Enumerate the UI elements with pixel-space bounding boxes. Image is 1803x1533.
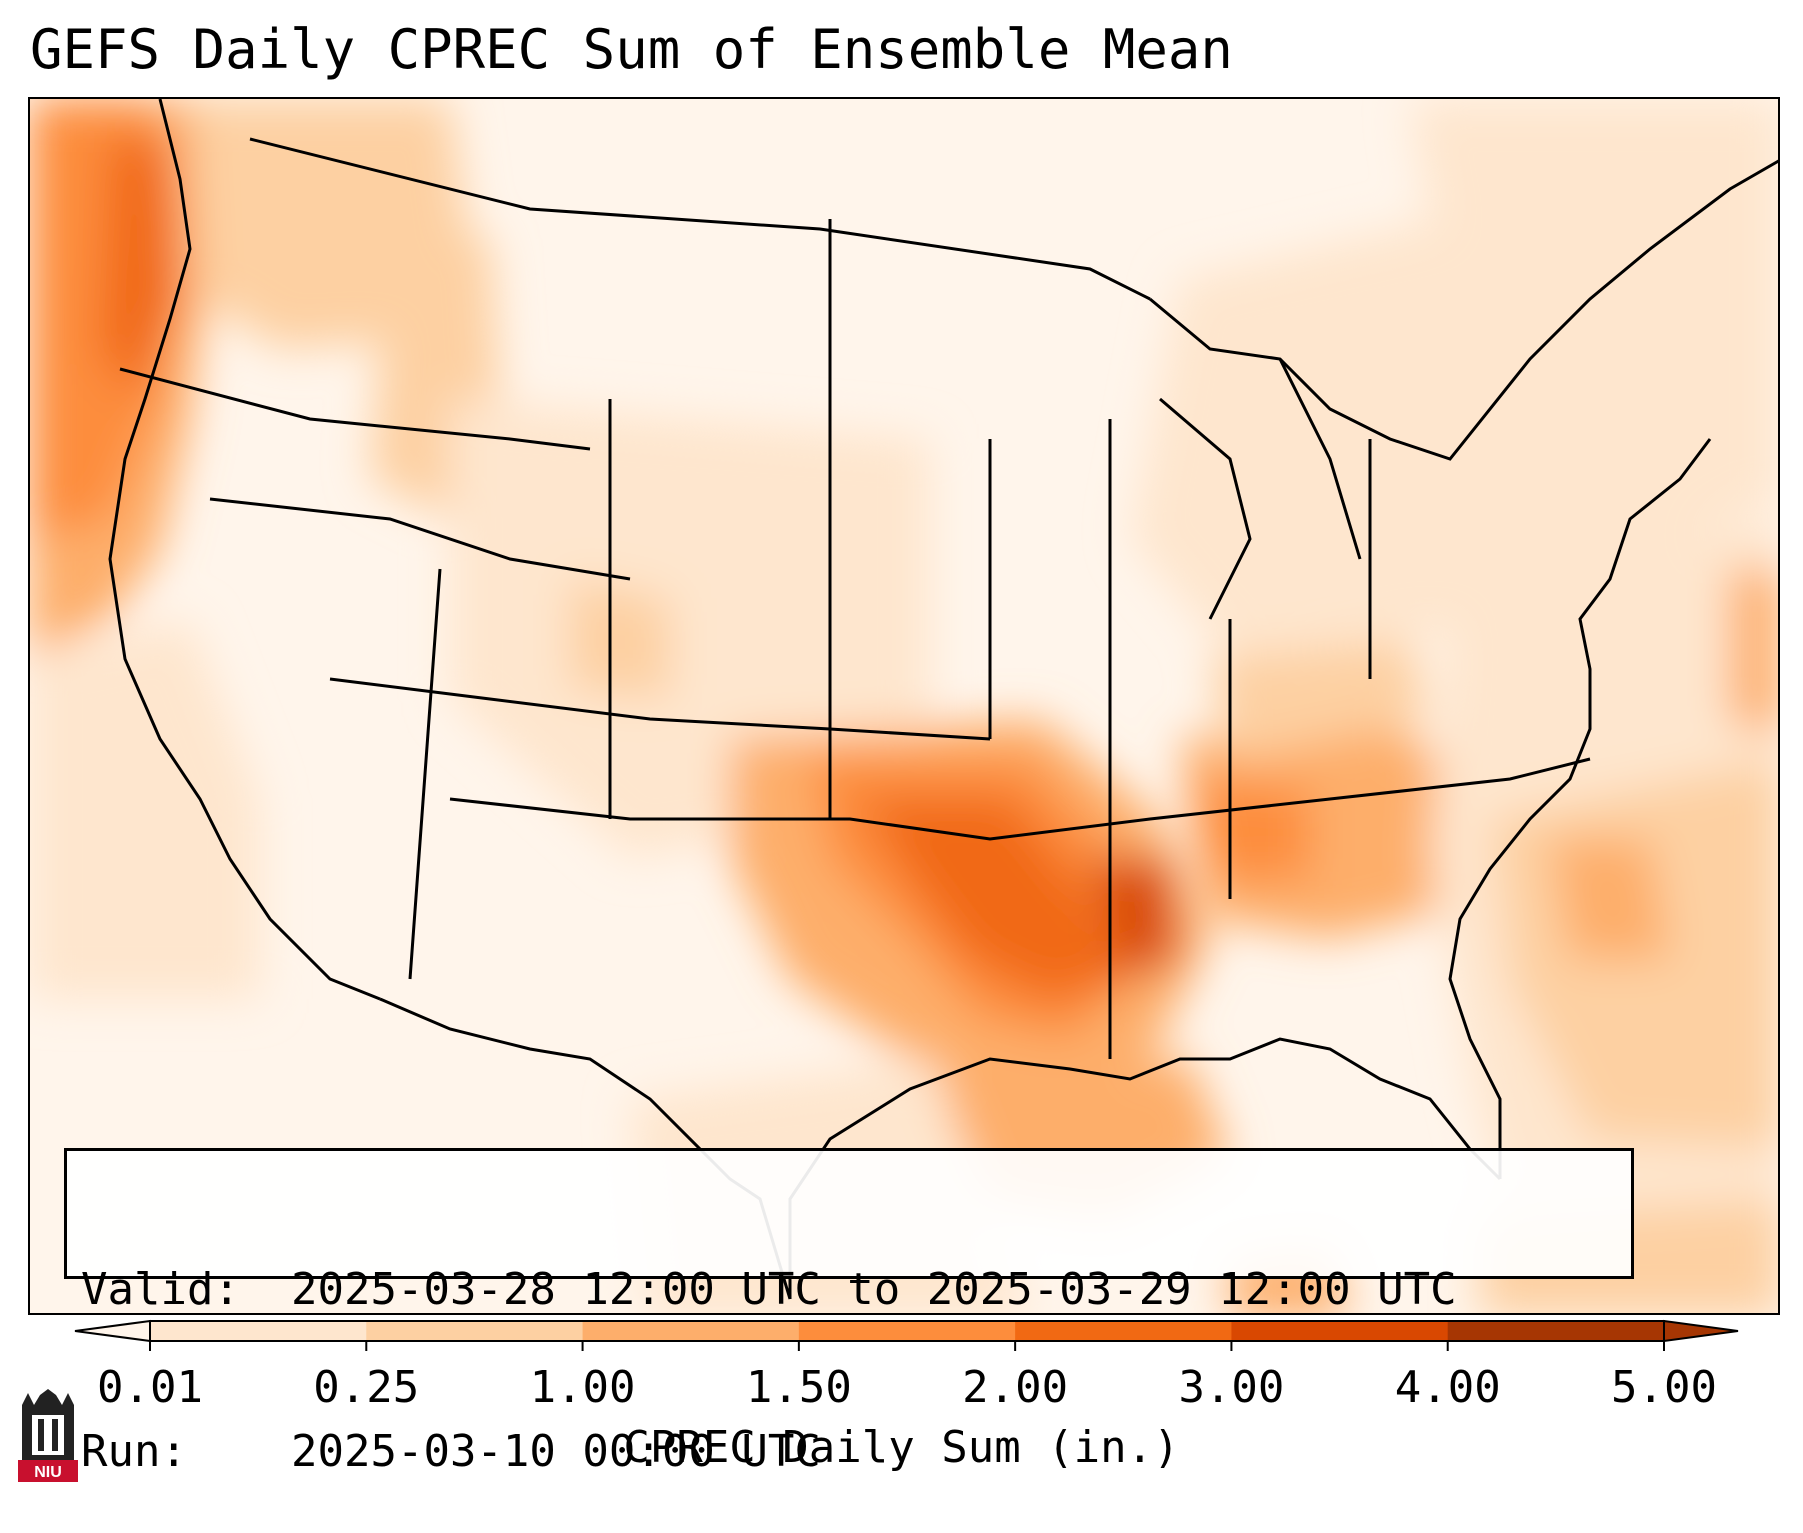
colorbar-tick-label: 1.00 — [529, 1362, 636, 1413]
colorbar-tick-label: 0.25 — [313, 1362, 420, 1413]
atlantic-coast — [1448, 438, 1712, 1179]
state-lines-vertical — [408, 219, 1372, 1059]
colorbar-min-arrow — [74, 1319, 151, 1343]
run-row: Run: 2025-03-10 00:00 UTC — [81, 1425, 1617, 1479]
valid-row: Valid: 2025-03-28 12:00 UTC to 2025-03-2… — [81, 1263, 1617, 1317]
niu-logo-text: NIU — [34, 1464, 62, 1481]
colorbar-tick-label: 3.00 — [1178, 1362, 1285, 1413]
colorbar-segment — [150, 1321, 367, 1341]
info-box: Valid: 2025-03-28 12:00 UTC to 2025-03-2… — [64, 1148, 1634, 1477]
colorbar-tick-label: 2.00 — [962, 1362, 1069, 1413]
colorbar-tick-label: 4.00 — [1394, 1362, 1501, 1413]
niu-logo: NIU — [18, 1389, 78, 1482]
state-line-1 — [119, 367, 591, 451]
state-line-4 — [449, 757, 1591, 841]
map-panel — [28, 97, 1780, 1315]
valid-value: 2025-03-28 12:00 UTC to 2025-03-29 12:00… — [291, 1264, 1457, 1315]
colorbar-segment — [798, 1321, 1016, 1341]
colorbar — [74, 1319, 1739, 1351]
colorbar-tick-label: 0.01 — [97, 1362, 203, 1413]
gulf-coast — [788, 1037, 1502, 1299]
colorbar-tick-label: 1.50 — [745, 1362, 852, 1413]
great-lakes-outline — [1159, 358, 1362, 620]
map-title: GEFS Daily CPREC Sum of Ensemble Mean — [30, 18, 1233, 81]
colorbar-max-arrow — [1663, 1319, 1739, 1343]
run-value: 2025-03-10 00:00 UTC — [291, 1426, 821, 1477]
colorbar-outline — [149, 1320, 1665, 1342]
state-line-3 — [329, 677, 991, 741]
colorbar-segment — [582, 1321, 800, 1341]
colorbar-segment — [1231, 1321, 1449, 1341]
colorbar-segment — [366, 1321, 584, 1341]
great-lakes-border — [1149, 159, 1778, 461]
precip-map — [30, 99, 1778, 1313]
colorbar-segment — [1447, 1321, 1665, 1341]
precip-field — [30, 99, 1778, 1313]
colorbar-segment — [1015, 1321, 1232, 1341]
us-west-coast — [108, 99, 381, 1001]
colorbar-tick-label: 5.00 — [1611, 1362, 1717, 1413]
colorbar-title: CPREC Daily Sum (in.) — [623, 1422, 1180, 1473]
us-canada-border — [249, 137, 1151, 301]
state-line-2 — [209, 497, 631, 581]
run-label: Run: — [81, 1426, 187, 1477]
valid-label: Valid: — [81, 1264, 240, 1315]
